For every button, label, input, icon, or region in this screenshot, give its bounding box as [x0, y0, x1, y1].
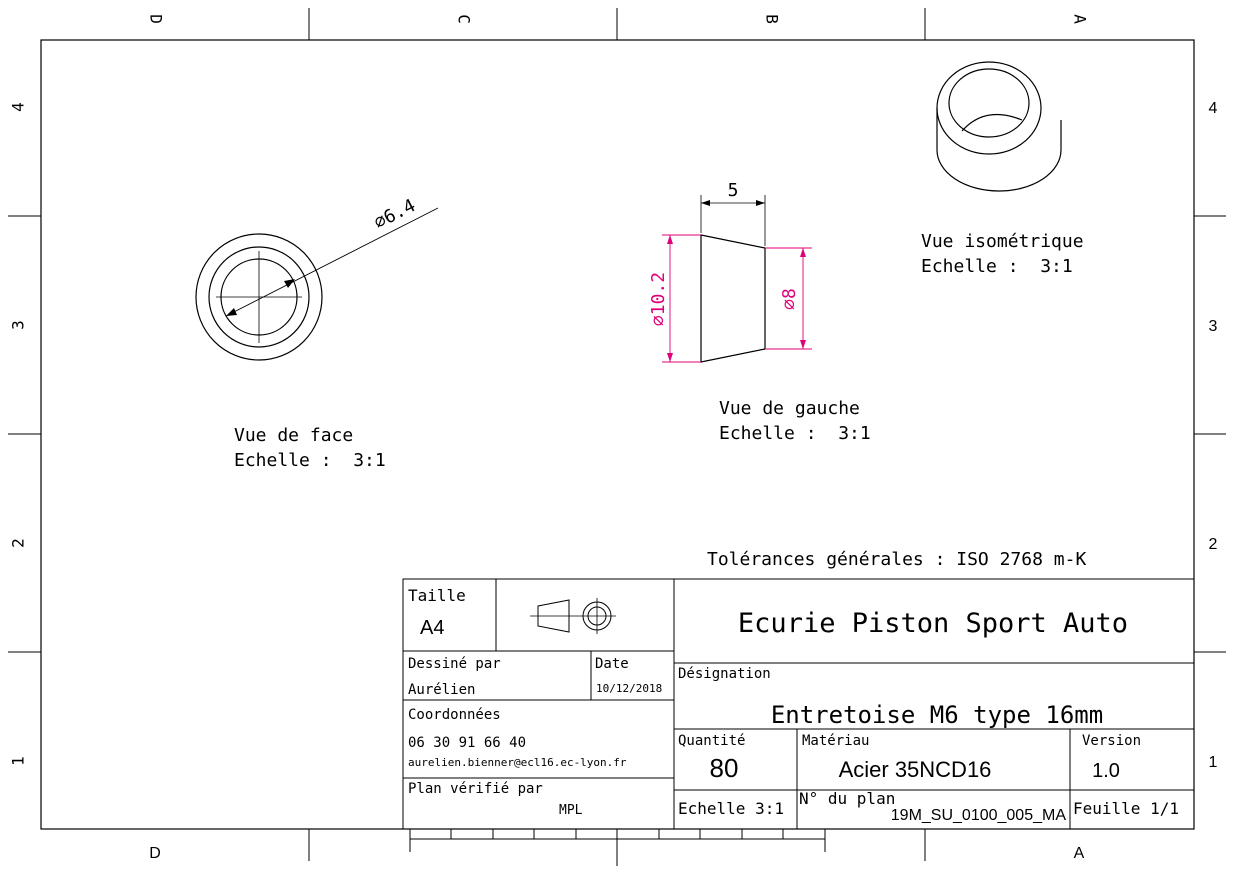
left-view-small-diameter-label: ⌀8	[779, 288, 800, 310]
material-value: Acier 35NCD16	[839, 757, 992, 782]
zone-label-right-4: 4	[1209, 100, 1218, 117]
size-label: Taille	[408, 586, 466, 605]
left-view-caption: Vue de gauche	[719, 398, 860, 419]
zone-label-bottom-a: A	[1074, 845, 1085, 862]
plan-number-value: 19M_SU_0100_005_MA	[891, 807, 1067, 824]
isometric-view-scale: Echelle : 3:1	[921, 256, 1073, 277]
zone-label-left-2: 2	[9, 538, 28, 548]
zone-label-top-a: A	[1071, 14, 1090, 24]
left-view	[700, 195, 766, 363]
front-view-caption: Vue de face	[234, 425, 353, 446]
designation-value: Entretoise M6 type 16mm	[771, 701, 1103, 729]
projection-symbol-icon	[530, 598, 616, 634]
zone-label-right-3: 3	[1209, 318, 1218, 335]
isometric-view	[936, 61, 1062, 192]
left-view-highlighted-dims	[662, 234, 812, 363]
zone-label-right-1: 1	[1209, 754, 1218, 771]
scale-bar	[409, 829, 826, 852]
title-block-grid	[402, 578, 1195, 830]
quantity-label: Quantité	[678, 733, 745, 749]
company-name: Ecurie Piston Sport Auto	[738, 608, 1128, 639]
phone-number: 06 30 91 66 40	[408, 735, 526, 751]
zone-label-top-d: D	[147, 14, 166, 24]
version-value: 1.0	[1092, 760, 1120, 782]
zone-label-top-c: C	[455, 14, 474, 24]
email-address: aurelien.bienner@ecl16.ec-lyon.fr	[408, 756, 627, 769]
zone-label-left-1: 1	[9, 756, 28, 766]
left-view-large-diameter-label: ⌀10.2	[648, 272, 669, 326]
size-value: A4	[420, 617, 444, 639]
isometric-view-caption: Vue isométrique	[921, 231, 1084, 252]
quantity-value: 80	[710, 753, 739, 783]
drawn-by-value: Aurélien	[408, 682, 475, 698]
date-value: 10/12/2018	[596, 682, 662, 695]
zone-label-left-4: 4	[9, 102, 28, 112]
general-tolerances: Tolérances générales : ISO 2768 m-K	[707, 549, 1086, 570]
zone-label-bottom-d: D	[149, 845, 161, 862]
front-view-scale: Echelle : 3:1	[234, 450, 386, 471]
checked-by-value: MPL	[559, 803, 583, 818]
date-label: Date	[595, 656, 629, 672]
material-label: Matériau	[802, 733, 869, 749]
sheet-number: Feuille 1/1	[1073, 799, 1179, 818]
zone-label-right-2: 2	[1209, 536, 1218, 553]
front-view-diameter-label: ⌀6.4	[371, 195, 419, 233]
plan-number-label: N° du plan	[799, 789, 895, 808]
version-label: Version	[1082, 733, 1141, 749]
left-view-length-label: 5	[728, 180, 739, 201]
zone-label-top-b: B	[763, 14, 782, 24]
checked-by-label: Plan vérifié par	[408, 781, 543, 797]
drawn-by-label: Dessiné par	[408, 656, 501, 672]
scale-value: Echelle 3:1	[678, 799, 784, 818]
front-view	[195, 207, 439, 361]
zone-dividers	[8, 8, 1226, 866]
zone-label-left-3: 3	[9, 320, 28, 330]
designation-label: Désignation	[678, 666, 771, 682]
contact-label: Coordonnées	[408, 707, 501, 723]
left-view-scale: Echelle : 3:1	[719, 423, 871, 444]
